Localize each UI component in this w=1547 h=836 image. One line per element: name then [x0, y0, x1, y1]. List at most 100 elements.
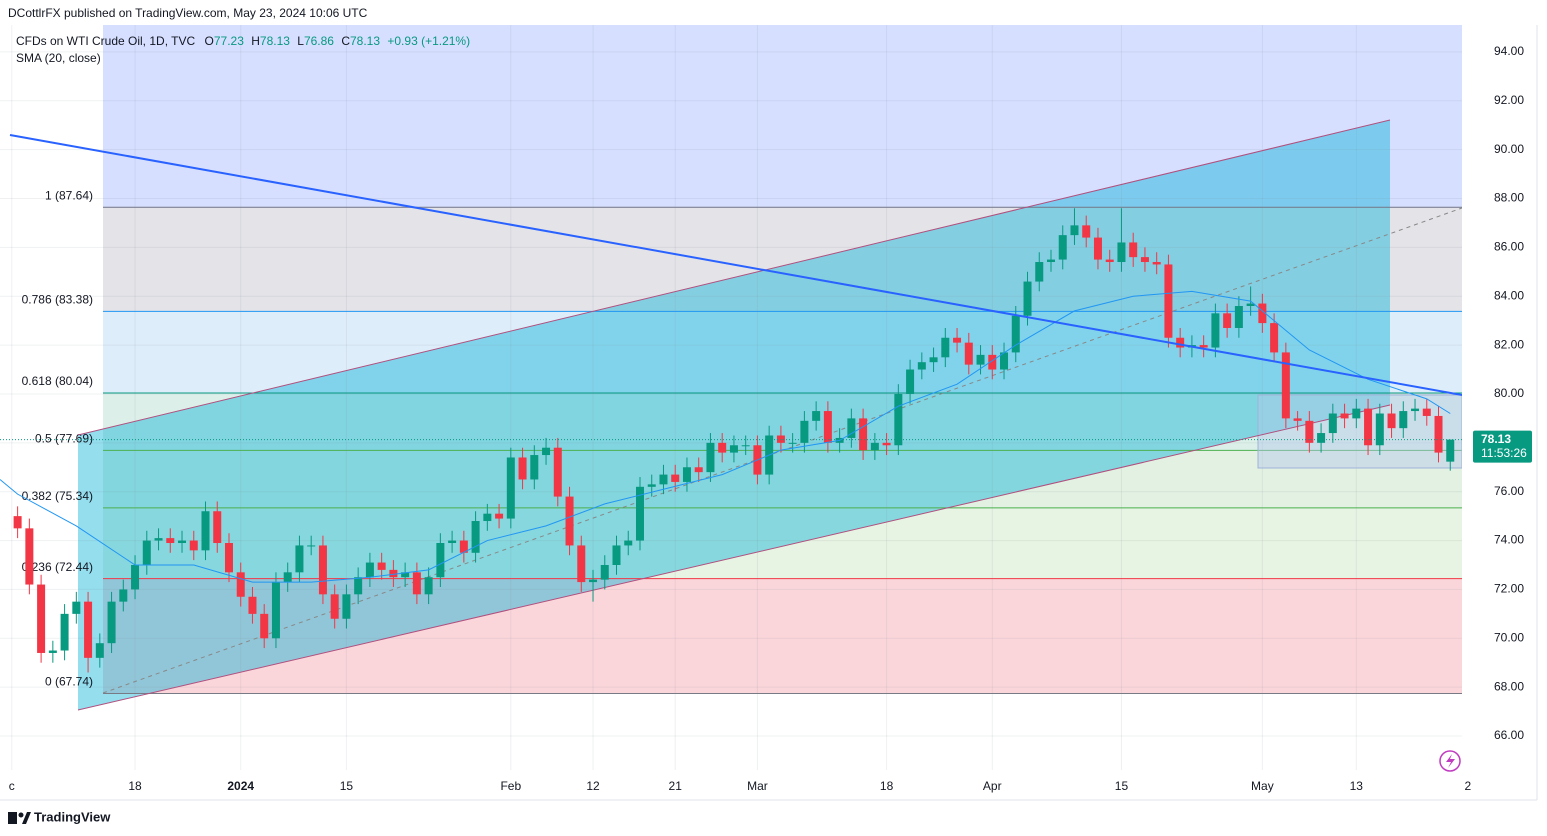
candle-body [718, 442, 727, 453]
candle-body [1305, 420, 1314, 443]
candle-body [741, 445, 750, 447]
candle-body [565, 496, 574, 546]
candle-body [1352, 408, 1361, 419]
candle-body [589, 579, 598, 583]
candle-body [1152, 262, 1161, 265]
candle-body [671, 474, 680, 482]
candle-body [612, 545, 621, 565]
legend-c: C [341, 34, 350, 48]
candle-body [295, 545, 304, 573]
candle-body [882, 442, 891, 446]
fib-level-label: 1 (87.64) [45, 188, 93, 202]
candle-body [412, 572, 421, 595]
candle-body [906, 369, 915, 394]
candle-body [706, 442, 715, 473]
axes: 66.0068.0070.0072.0074.0076.0078.0080.00… [9, 44, 1532, 793]
top-bar [0, 0, 1547, 25]
sma-line [0, 290, 1451, 583]
candle-body [1082, 225, 1091, 238]
candle-body [1176, 337, 1185, 348]
candle-body [1411, 408, 1420, 412]
byline: DCottlrFX published on TradingView.com, … [8, 6, 368, 20]
candle-body [271, 582, 280, 639]
candle-body [424, 577, 433, 595]
candle-body [1023, 281, 1032, 316]
candle-body [1270, 323, 1279, 353]
candle-body [1364, 408, 1373, 446]
y-tick-label: 70.00 [1494, 630, 1524, 644]
legend-title: CFDs on WTI Crude Oil, 1D, TVC [16, 34, 195, 48]
candle-body [1293, 418, 1302, 421]
candle-body [131, 564, 140, 590]
candle-body [694, 467, 703, 473]
candle-body [60, 613, 69, 651]
candle-body [377, 562, 386, 570]
last-price-box [1473, 430, 1532, 463]
candle-body [318, 545, 327, 595]
x-tick-label: c [9, 779, 15, 793]
candle-body [119, 589, 128, 602]
candle-body [1340, 413, 1349, 419]
candle-body [1011, 315, 1020, 353]
candle-body [1375, 413, 1384, 446]
candle-body [154, 538, 163, 541]
x-tick-label: 15 [1115, 779, 1129, 793]
fib-level-label: 0.618 (80.04) [22, 374, 93, 388]
candle-body [988, 354, 997, 370]
candle-body [13, 516, 22, 529]
candle-body [1058, 235, 1067, 260]
y-tick-label: 94.00 [1494, 44, 1524, 58]
candle-body [1000, 352, 1009, 370]
candle-body [283, 572, 292, 583]
footer-brand: TradingView [34, 809, 111, 824]
candle-body [1246, 303, 1255, 306]
candle-body [236, 572, 245, 597]
fib-zone [103, 578, 1462, 694]
candle-body [1434, 415, 1443, 453]
range-box [1257, 394, 1462, 469]
candle-body [917, 362, 926, 370]
candle-body [530, 455, 539, 480]
trendline [9, 134, 1462, 396]
sma-legend: SMA (20, close) [16, 51, 101, 65]
fib-level-label: 0 (67.74) [45, 675, 93, 689]
candle-body [659, 474, 668, 485]
candle-body [95, 643, 104, 658]
legend-l: L [297, 34, 304, 48]
x-tick-label: 2 [1465, 779, 1472, 793]
candle-body [248, 596, 257, 614]
legend-h-value: 78.13 [260, 34, 290, 48]
candle-body [800, 420, 809, 443]
candle-body [518, 457, 527, 480]
candle-body [330, 594, 339, 619]
y-tick-label: 74.00 [1494, 533, 1524, 547]
fib-trend [102, 207, 1462, 694]
candle-body [647, 484, 656, 487]
candle-body [1117, 242, 1126, 263]
indicator [0, 290, 1451, 583]
candle-body [1446, 439, 1455, 462]
candle-body [1070, 225, 1079, 236]
candle-body [682, 467, 691, 482]
x-tick-label: 21 [669, 779, 683, 793]
candle-body [342, 594, 351, 619]
drawings [78, 25, 1462, 710]
candle-body [401, 572, 410, 578]
candle-body [1223, 313, 1232, 328]
candle-body [471, 521, 480, 553]
fib-level-label: 0.236 (72.44) [22, 560, 93, 574]
y-tick-label: 80.00 [1494, 386, 1524, 400]
candle-body [1035, 262, 1044, 282]
candle-body [1129, 242, 1138, 258]
fib-level-label: 0.786 (83.38) [22, 293, 93, 307]
candle-body [953, 337, 962, 343]
trendline-group [9, 134, 1462, 396]
x-tick-label: 18 [880, 779, 894, 793]
x-tick-label: 15 [340, 779, 354, 793]
candle-body [1387, 413, 1396, 429]
y-tick-label: 86.00 [1494, 240, 1524, 254]
candle-body [1199, 345, 1208, 348]
channel-top [77, 119, 1391, 436]
x-tick-label: Feb [500, 779, 521, 793]
